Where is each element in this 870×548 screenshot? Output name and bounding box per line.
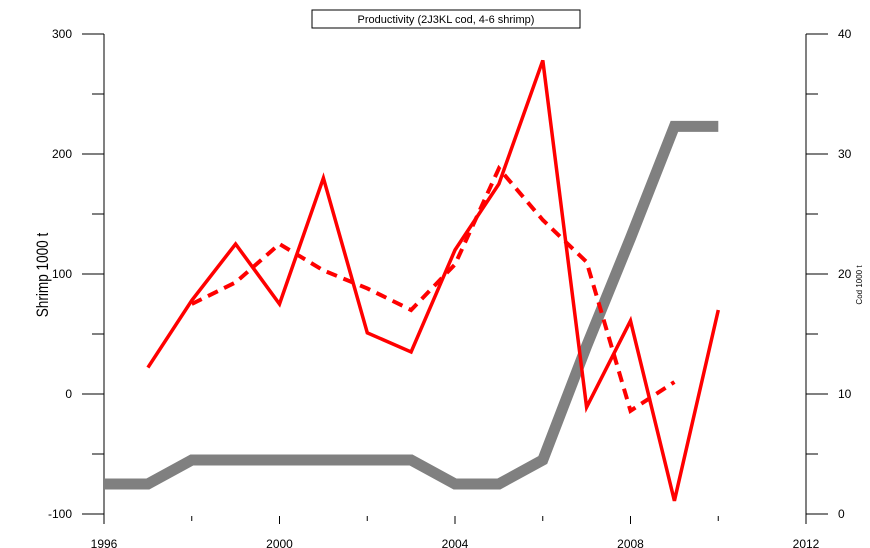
y2-tick-label: 30 xyxy=(838,147,852,161)
chart-title-box xyxy=(311,9,581,29)
y-axis-label: Shrimp 1000 t xyxy=(34,232,53,317)
x-tick-label: 2008 xyxy=(617,537,644,548)
tick-marks xyxy=(82,33,828,524)
chart-title: Productivity (2J3KL cod, 4-6 shrimp) xyxy=(358,14,535,26)
y-tick-label: 200 xyxy=(52,147,72,161)
series-line-shrimp-dashed xyxy=(190,164,676,414)
y2-axis-label: Cod 1000 t xyxy=(855,265,864,305)
y-tick-label: -100 xyxy=(48,507,72,521)
series-line-shrimp-solid xyxy=(146,59,721,502)
series-layer xyxy=(104,59,721,502)
y2-tick-label: 0 xyxy=(838,507,845,521)
y2-tick-label: 10 xyxy=(838,387,852,401)
series-line-cod xyxy=(104,120,719,490)
x-tick-label: 2004 xyxy=(442,537,469,548)
y2-tick-label: 20 xyxy=(838,267,852,281)
axes xyxy=(103,34,807,516)
y2-tick-label: 40 xyxy=(838,27,852,41)
y-tick-label: 0 xyxy=(65,387,72,401)
tick-labels: 1996 2000 2004 2008 2012 -100 0 100 200 300 0 10 20 3… xyxy=(48,27,852,548)
x-tick-label: 2000 xyxy=(266,537,293,548)
x-tick-label: 1996 xyxy=(91,537,118,548)
x-tick-label: 2012 xyxy=(793,537,820,548)
y-tick-label: 300 xyxy=(52,27,72,41)
y-tick-label: 100 xyxy=(52,267,72,281)
